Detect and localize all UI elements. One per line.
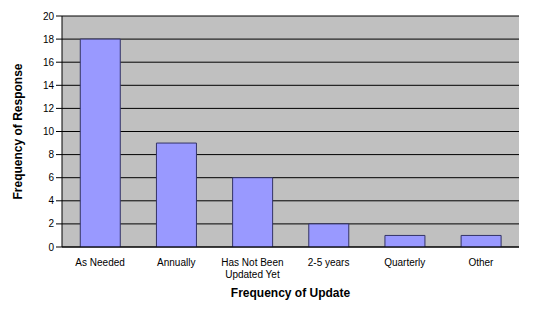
svg-text:Frequency of Update: Frequency of Update (231, 286, 351, 300)
svg-text:Has Not BeenUpdated Yet: Has Not BeenUpdated Yet (221, 257, 283, 280)
svg-text:12: 12 (43, 103, 55, 114)
svg-text:8: 8 (48, 149, 54, 160)
svg-text:Annually: Annually (157, 257, 195, 268)
svg-text:14: 14 (43, 80, 55, 91)
svg-text:Frequency of Response: Frequency of Response (11, 63, 25, 199)
svg-text:0: 0 (48, 242, 54, 253)
svg-text:Other: Other (468, 257, 494, 268)
svg-text:16: 16 (43, 57, 55, 68)
svg-text:20: 20 (43, 11, 55, 22)
svg-text:2: 2 (48, 218, 54, 229)
svg-text:Quarterly: Quarterly (384, 257, 425, 268)
svg-text:18: 18 (43, 34, 55, 45)
svg-text:10: 10 (43, 126, 55, 137)
svg-text:6: 6 (48, 172, 54, 183)
svg-text:As Needed: As Needed (75, 257, 124, 268)
svg-text:2-5 years: 2-5 years (308, 257, 350, 268)
svg-text:4: 4 (48, 195, 54, 206)
